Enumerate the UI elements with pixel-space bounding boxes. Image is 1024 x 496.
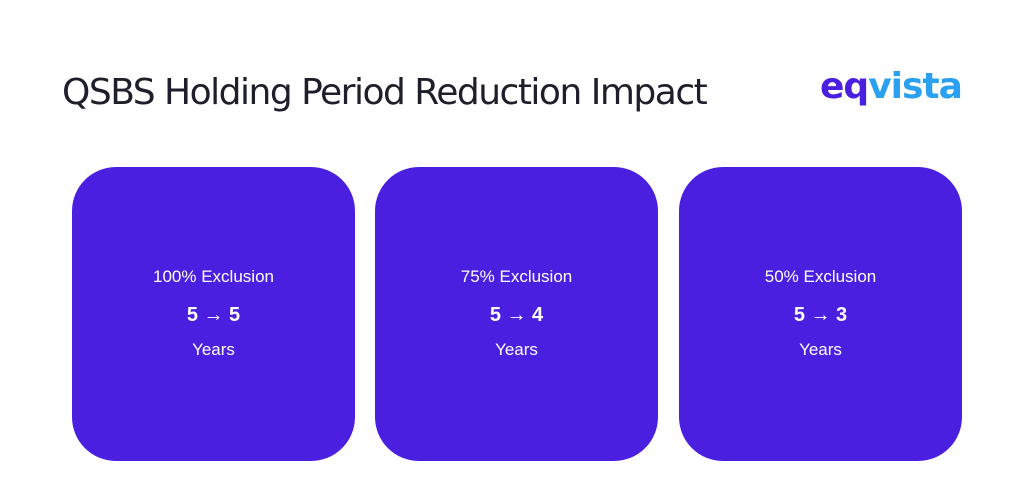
card-value: 5 → 5 — [186, 304, 241, 326]
page-title: QSBS Holding Period Reduction Impact — [62, 72, 708, 113]
card-unit: Years — [192, 340, 235, 359]
card-value: 5 → 3 — [793, 304, 848, 326]
card-unit: Years — [495, 340, 538, 359]
card-label: 100% Exclusion — [153, 267, 274, 286]
exclusion-card-75: 75% Exclusion 5 → 4 Years — [375, 167, 658, 461]
card-value: 5 → 4 — [489, 304, 544, 326]
exclusion-card-100: 100% Exclusion 5 → 5 Years — [72, 167, 355, 461]
logo-text-secondary: vista — [868, 66, 963, 107]
exclusion-cards: 100% Exclusion 5 → 5 Years 75% Exclusion… — [72, 167, 964, 461]
card-label: 75% Exclusion — [460, 267, 573, 286]
eqvista-logo: eqvista — [820, 62, 963, 112]
card-label: 50% Exclusion — [764, 267, 877, 286]
logo-text-primary: eq — [820, 66, 869, 107]
card-unit: Years — [799, 340, 842, 359]
exclusion-card-50: 50% Exclusion 5 → 3 Years — [679, 167, 962, 461]
